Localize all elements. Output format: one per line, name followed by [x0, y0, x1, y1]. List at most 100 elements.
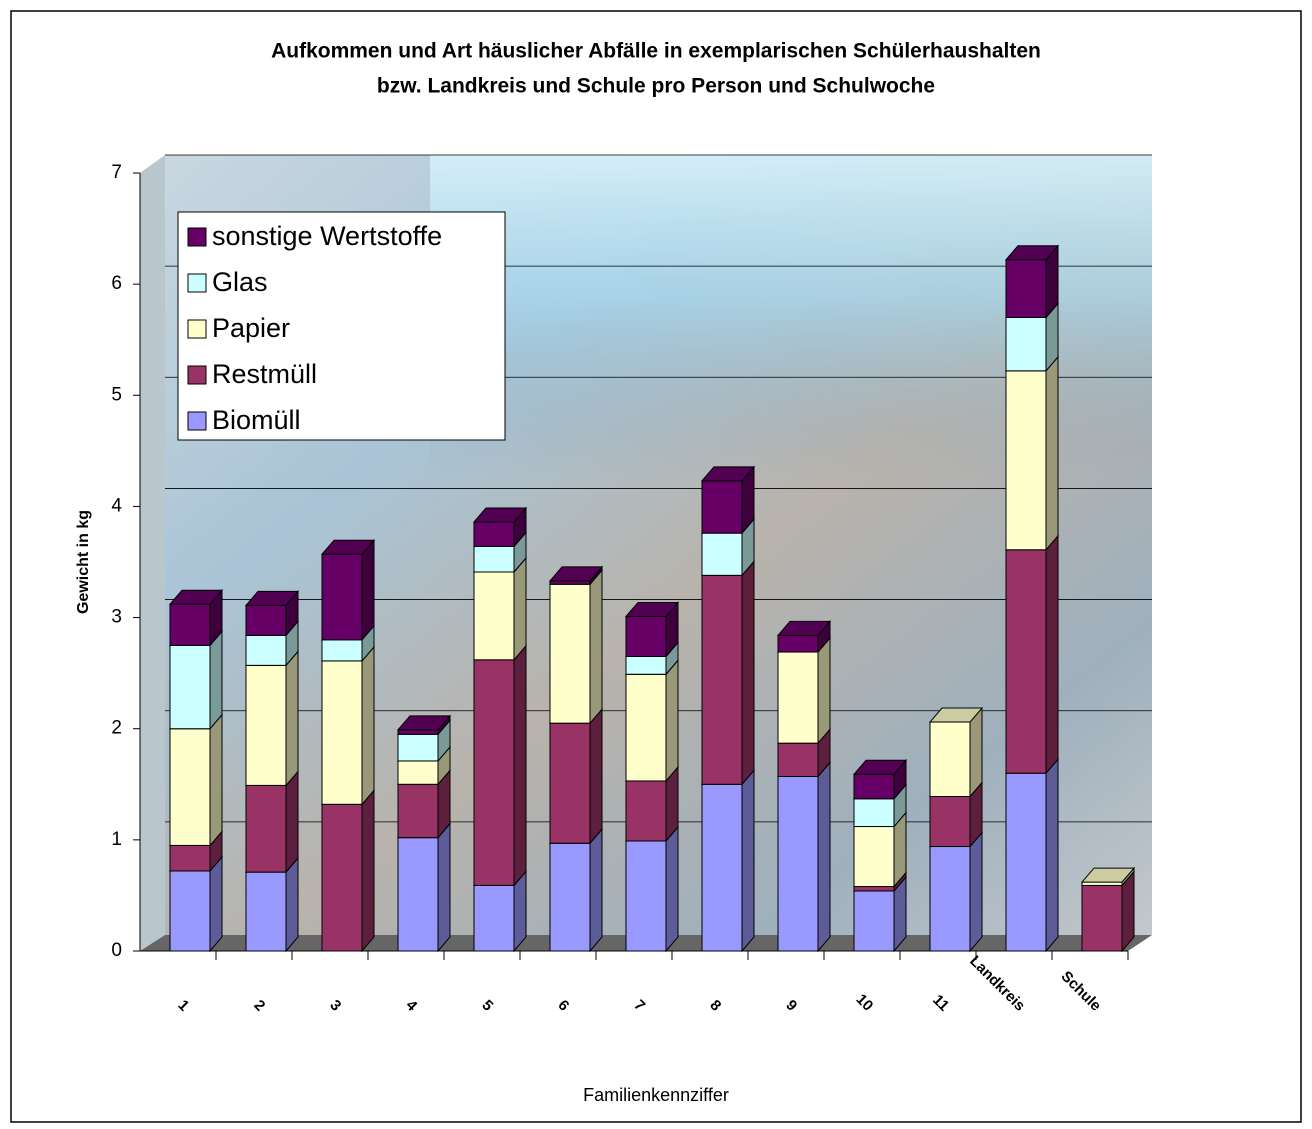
bar-segment [853, 886, 895, 892]
bar-side [1045, 757, 1059, 953]
bar-segment [1005, 549, 1047, 774]
bar-segment [169, 870, 211, 952]
bar-segment [321, 660, 363, 805]
bar-segment [169, 644, 211, 730]
bar-segment [853, 798, 895, 828]
bar-side [665, 825, 679, 953]
bar-segment [549, 583, 591, 724]
bar-side [209, 713, 223, 847]
bar-segment [473, 521, 515, 547]
y-tick-label: 2 [111, 718, 122, 739]
bar-side [1045, 355, 1059, 552]
bar-segment [321, 803, 363, 952]
bar-top [396, 715, 452, 731]
bar-segment [929, 796, 971, 848]
bar-top [168, 589, 224, 605]
bar-top [320, 539, 376, 555]
bar-side [285, 770, 299, 874]
bar-segment [245, 871, 287, 952]
bar-segment [245, 784, 287, 873]
legend-label: sonstige Wertstoffe [212, 221, 442, 251]
y-tick-label: 5 [111, 384, 122, 405]
bar-segment [245, 634, 287, 666]
y-tick-label: 6 [111, 273, 122, 294]
bar-top [244, 590, 300, 606]
bar-segment [625, 615, 667, 657]
bar-segment [1005, 370, 1047, 551]
bar-segment [625, 840, 667, 952]
bar-segment [397, 733, 439, 762]
y-tick-label: 1 [111, 829, 122, 850]
bar-side [361, 645, 375, 806]
bar-segment [701, 532, 743, 576]
bar-segment [701, 574, 743, 785]
bar-segment [929, 846, 971, 952]
bar-segment [625, 655, 667, 675]
bar-segment [397, 837, 439, 952]
bar-side [741, 768, 755, 953]
bar-side [817, 636, 831, 745]
bar-segment [245, 664, 287, 786]
legend-box [177, 211, 506, 441]
bar-side [209, 855, 223, 953]
bar-side [741, 559, 755, 786]
bar-segment [853, 773, 895, 800]
bar-segment [625, 780, 667, 842]
bar-side [589, 568, 603, 725]
legend-label: Glas [212, 267, 268, 297]
bar-segment [777, 651, 819, 744]
bar-segment [777, 742, 819, 778]
bar-segment [777, 634, 819, 653]
bar-top [624, 601, 680, 617]
bar-segment [245, 604, 287, 636]
bar-side [209, 630, 223, 731]
bar-segment [777, 776, 819, 952]
legend-label: Papier [212, 313, 290, 343]
y-tick-label: 4 [111, 495, 122, 516]
bar-side [361, 538, 375, 642]
y-tick-label: 3 [111, 607, 122, 628]
bar-segment [169, 728, 211, 846]
bar-segment [1005, 772, 1047, 952]
bar-top [928, 707, 984, 723]
legend-swatch [187, 411, 207, 431]
bar-side [589, 827, 603, 953]
chart-title: bzw. Landkreis und Schule pro Person und… [377, 75, 935, 98]
bar-side [817, 761, 831, 953]
legend-swatch [187, 273, 207, 293]
bar-segment [929, 721, 971, 798]
bar-segment [397, 783, 439, 839]
legend-label: Biomüll [212, 405, 301, 435]
bar-side [1045, 534, 1059, 775]
bar-segment [701, 783, 743, 952]
chart-title: Aufkommen und Art häuslicher Abfälle in … [271, 40, 1041, 63]
x-axis-label: Familienkennziffer [583, 1085, 729, 1105]
bar-segment [625, 673, 667, 782]
bar-segment [321, 553, 363, 641]
legend-swatch [187, 319, 207, 339]
bar-segment [397, 760, 439, 785]
bar-segment [853, 826, 895, 888]
bar-side [665, 658, 679, 783]
bar-top [700, 466, 756, 482]
bar-segment [473, 545, 515, 573]
y-axis-label: Gewicht in kg [75, 510, 92, 614]
y-tick-label: 0 [111, 940, 122, 961]
bar-side [513, 644, 527, 887]
bar-top [548, 566, 604, 582]
bar-segment [1081, 884, 1123, 952]
bar-segment [549, 842, 591, 952]
bar-segment [473, 659, 515, 886]
bar-segment [473, 884, 515, 952]
bar-top [1080, 867, 1136, 883]
bar-segment [549, 580, 591, 585]
bar-segment [321, 639, 363, 662]
legend-swatch [187, 227, 207, 247]
bar-segment [169, 844, 211, 872]
bar-segment [853, 890, 895, 952]
bar-side [513, 556, 527, 662]
bar-top [472, 507, 528, 523]
bar-segment [473, 571, 515, 661]
bar-segment [1005, 316, 1047, 372]
